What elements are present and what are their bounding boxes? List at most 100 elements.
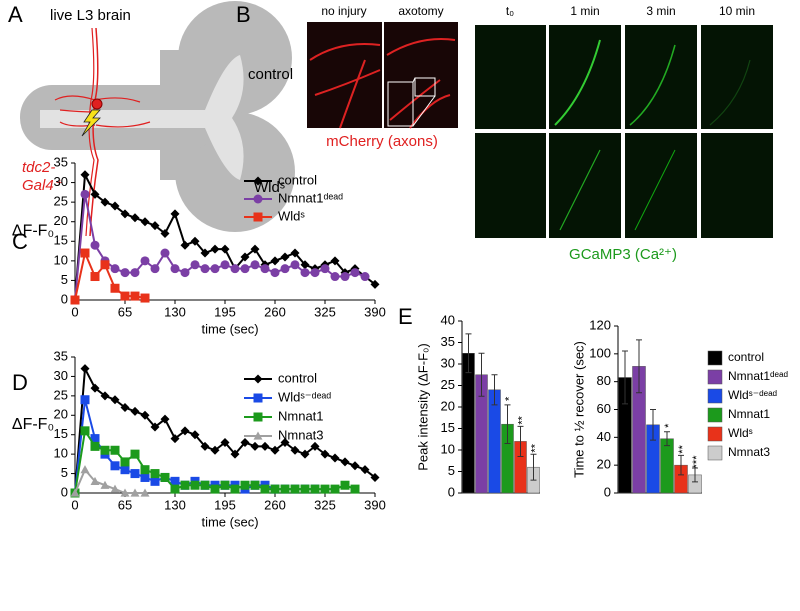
legend-swatch bbox=[707, 426, 723, 442]
panel-label: A bbox=[8, 2, 23, 27]
x-tick-label: 0 bbox=[71, 497, 78, 512]
y-tick-label: 40 bbox=[441, 312, 455, 327]
marker bbox=[90, 383, 100, 393]
legend-label: Nmnat1 bbox=[278, 408, 324, 423]
marker bbox=[340, 480, 350, 490]
marker bbox=[160, 472, 170, 482]
marker bbox=[80, 364, 90, 374]
marker bbox=[300, 449, 310, 459]
y-tick-label: 0 bbox=[61, 291, 68, 306]
marker bbox=[120, 268, 130, 278]
x-tick-label: 260 bbox=[264, 497, 286, 512]
error-bar bbox=[622, 350, 628, 405]
y-tick-label: 25 bbox=[54, 387, 68, 402]
panel-label: C bbox=[12, 229, 28, 254]
marker bbox=[320, 484, 330, 494]
error-bar bbox=[678, 454, 684, 476]
marker bbox=[230, 449, 240, 459]
gcamp-images bbox=[475, 25, 773, 238]
column-label: axotomy bbox=[398, 4, 443, 18]
marker bbox=[180, 268, 190, 278]
error-bar bbox=[692, 467, 698, 483]
y-tick-label: 0 bbox=[448, 484, 455, 499]
y-axis-label: Peak intensity (ΔF-F₀) bbox=[415, 343, 430, 471]
y-tick-label: 120 bbox=[589, 317, 611, 332]
marker bbox=[200, 480, 210, 490]
marker bbox=[280, 252, 290, 262]
legend-label: Nmnat3 bbox=[278, 427, 324, 442]
legend-label: Wldˢ bbox=[728, 426, 753, 440]
marker bbox=[360, 272, 370, 282]
marker bbox=[253, 412, 263, 422]
y-tick-label: 10 bbox=[441, 441, 455, 456]
marker bbox=[253, 176, 263, 186]
marker bbox=[100, 445, 110, 455]
panel-label: B bbox=[236, 2, 251, 27]
marker bbox=[310, 441, 320, 451]
y-tick-label: 10 bbox=[54, 252, 68, 267]
marker bbox=[290, 484, 300, 494]
y-tick-label: 20 bbox=[441, 398, 455, 413]
marker bbox=[240, 480, 250, 490]
y-tick-label: 5 bbox=[61, 465, 68, 480]
y-tick-label: 35 bbox=[54, 154, 68, 169]
marker bbox=[150, 264, 160, 274]
marker bbox=[140, 472, 150, 482]
marker bbox=[120, 403, 130, 413]
marker bbox=[330, 453, 340, 463]
marker bbox=[120, 291, 130, 301]
marker bbox=[160, 414, 170, 424]
y-tick-label: 30 bbox=[54, 174, 68, 189]
marker bbox=[350, 484, 360, 494]
marker bbox=[130, 268, 140, 278]
marker bbox=[220, 437, 230, 447]
marker bbox=[200, 264, 210, 274]
column-label: t₀ bbox=[506, 4, 514, 18]
marker bbox=[160, 248, 170, 258]
marker bbox=[110, 283, 120, 293]
y-tick-label: 15 bbox=[54, 426, 68, 441]
marker bbox=[280, 484, 290, 494]
marker bbox=[290, 260, 300, 270]
marker bbox=[230, 264, 240, 274]
marker bbox=[140, 256, 150, 266]
marker bbox=[80, 426, 90, 436]
y-tick-label: 20 bbox=[597, 457, 611, 472]
marker bbox=[110, 461, 120, 471]
marker bbox=[220, 480, 230, 490]
x-tick-label: 65 bbox=[118, 497, 132, 512]
marker bbox=[130, 488, 140, 497]
marker bbox=[340, 272, 350, 282]
y-tick-label: 10 bbox=[54, 446, 68, 461]
bar bbox=[660, 438, 674, 494]
marker bbox=[250, 441, 260, 451]
marker bbox=[120, 465, 130, 475]
marker bbox=[190, 236, 200, 246]
marker bbox=[150, 422, 160, 432]
marker bbox=[110, 201, 120, 211]
error-bar bbox=[636, 339, 642, 394]
marker bbox=[70, 295, 80, 305]
marker bbox=[340, 457, 350, 467]
legend-label: Wldˢ bbox=[278, 208, 305, 223]
x-axis-label: time (sec) bbox=[201, 514, 258, 529]
marker bbox=[290, 248, 300, 258]
driver-label: tdc2- bbox=[22, 159, 55, 176]
y-tick-label: 20 bbox=[54, 407, 68, 422]
marker bbox=[370, 472, 380, 482]
marker bbox=[350, 268, 360, 278]
marker bbox=[180, 480, 190, 490]
marker bbox=[160, 228, 170, 238]
significance-label: * bbox=[503, 396, 515, 401]
marker bbox=[210, 244, 220, 254]
marker bbox=[110, 445, 120, 455]
y-tick-label: 30 bbox=[441, 355, 455, 370]
marker bbox=[240, 264, 250, 274]
marker bbox=[270, 268, 280, 278]
marker bbox=[130, 406, 140, 416]
marker bbox=[250, 244, 260, 254]
marker bbox=[150, 221, 160, 231]
marker bbox=[150, 469, 160, 479]
marker bbox=[360, 465, 370, 475]
